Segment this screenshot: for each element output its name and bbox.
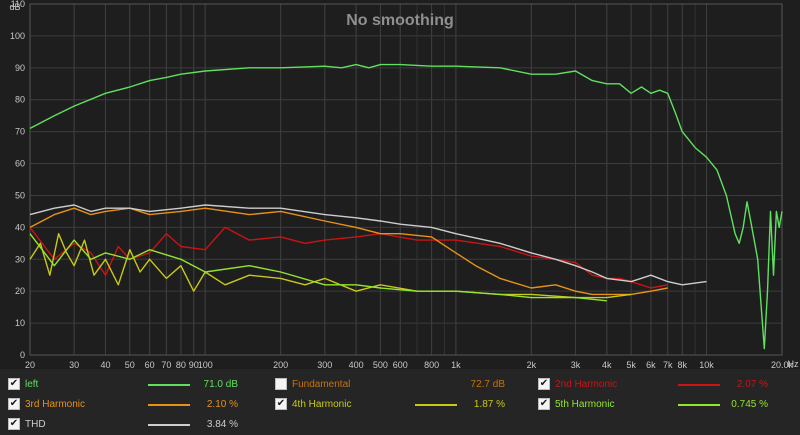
- y-tick-label: 30: [15, 254, 25, 264]
- x-tick-label: 800: [424, 360, 439, 369]
- x-tick-label: 3k: [571, 360, 581, 369]
- x-tick-label: 500: [373, 360, 388, 369]
- series-line-3rd-harmonic: [29, 207, 668, 296]
- legend-panel: ✔ left 71.0 dB Fundamental 72.7 dB ✔ 2nd Harmo…: [0, 369, 800, 435]
- y-tick-label: 70: [15, 127, 25, 137]
- legend-line-swatch: [678, 404, 720, 406]
- legend-value: 71.0 dB: [203, 379, 238, 390]
- grid: [29, 3, 783, 356]
- x-tick-label: 10k: [699, 360, 714, 369]
- legend-item-5th-harmonic: ✔ 5th Harmonic 0.745 %: [538, 395, 778, 415]
- checkbox-fundamental[interactable]: [275, 378, 287, 390]
- y-tick-label: 40: [15, 222, 25, 232]
- series-line-left: [29, 63, 783, 350]
- legend-item-fundamental: Fundamental 72.7 dB: [275, 375, 515, 395]
- legend-line-swatch: [415, 404, 457, 406]
- legend-item-thd: ✔ THD 3.84 %: [8, 415, 248, 435]
- legend-item-2nd-harmonic: ✔ 2nd Harmonic 2.07 %: [538, 375, 778, 395]
- legend-item-3rd-harmonic: ✔ 3rd Harmonic 2.10 %: [8, 395, 248, 415]
- legend-line-swatch: [678, 384, 720, 386]
- checkbox-3rd-harmonic[interactable]: ✔: [8, 398, 20, 410]
- series-line-thd: [29, 204, 707, 286]
- x-tick-label: 1k: [451, 360, 461, 369]
- x-tick-label: 70: [161, 360, 171, 369]
- checkbox-left[interactable]: ✔: [8, 378, 20, 390]
- legend-row: ✔ THD 3.84 %: [0, 415, 800, 435]
- x-tick-label: 7k: [663, 360, 673, 369]
- legend-label: 4th Harmonic: [292, 399, 352, 410]
- legend-item-4th-harmonic: ✔ 4th Harmonic 1.87 %: [275, 395, 515, 415]
- y-tick-label: 110: [11, 0, 25, 9]
- x-tick-label: 100: [198, 360, 213, 369]
- x-tick-label: 200: [273, 360, 288, 369]
- x-tick-label: 60: [145, 360, 155, 369]
- legend-value: 2.10 %: [206, 399, 238, 410]
- legend-value: 72.7 dB: [470, 379, 505, 390]
- legend-label: 3rd Harmonic: [25, 399, 86, 410]
- legend-item-left: ✔ left 71.0 dB: [8, 375, 248, 395]
- y-axis-unit: dB: [9, 2, 20, 12]
- series-line-2nd-harmonic: [29, 226, 668, 289]
- checkbox-5th-harmonic[interactable]: ✔: [538, 398, 550, 410]
- checkbox-4th-harmonic[interactable]: ✔: [275, 398, 287, 410]
- legend-label: left: [25, 379, 39, 390]
- y-tick-label: 80: [15, 95, 25, 105]
- legend-label: THD: [25, 419, 46, 430]
- series-layer: [29, 63, 783, 350]
- x-tick-label: 20.0k: [771, 360, 794, 369]
- y-tick-label: 0: [20, 350, 25, 360]
- x-tick-label: 40: [100, 360, 110, 369]
- checkbox-thd[interactable]: ✔: [8, 418, 20, 430]
- y-tick-label: 50: [15, 190, 25, 200]
- legend-line-swatch: [148, 384, 190, 386]
- legend-label: Fundamental: [292, 379, 351, 390]
- y-tick-label: 90: [15, 63, 25, 73]
- x-tick-label: 8k: [677, 360, 687, 369]
- x-tick-label: 90: [189, 360, 199, 369]
- x-tick-label: 50: [125, 360, 135, 369]
- legend-value: 3.84 %: [206, 419, 238, 430]
- legend-line-swatch: [148, 424, 190, 426]
- x-tick-label: 30: [69, 360, 79, 369]
- x-tick-label: 5k: [626, 360, 636, 369]
- legend-value: 2.07 %: [736, 379, 768, 390]
- series-line-5th-harmonic: [29, 233, 607, 302]
- legend-row: ✔ 3rd Harmonic 2.10 % ✔ 4th Harmonic 1.87 % ✔ 5…: [0, 395, 800, 415]
- x-tick-label: 20: [25, 360, 35, 369]
- x-tick-label: 2k: [527, 360, 537, 369]
- x-tick-label: 600: [393, 360, 408, 369]
- chart-title: No smoothing: [346, 12, 454, 29]
- legend-line-swatch: [148, 404, 190, 406]
- legend-value: 1.87 %: [473, 399, 505, 410]
- legend-label: 2nd Harmonic: [555, 379, 618, 390]
- y-tick-label: 10: [15, 318, 25, 328]
- x-tick-label: 400: [349, 360, 364, 369]
- x-axis-unit: Hz: [788, 359, 799, 369]
- x-tick-label: 4k: [602, 360, 612, 369]
- legend-value: 0.745 %: [731, 399, 768, 410]
- x-tick-label: 6k: [646, 360, 656, 369]
- x-tick-label: 80: [176, 360, 186, 369]
- plot-frame: [29, 3, 783, 356]
- y-tick-label: 20: [15, 286, 25, 296]
- checkbox-2nd-harmonic[interactable]: ✔: [538, 378, 550, 390]
- y-tick-label: 60: [15, 159, 25, 169]
- y-tick-label: 100: [10, 31, 25, 41]
- x-tick-label: 300: [317, 360, 332, 369]
- legend-label: 5th Harmonic: [555, 399, 615, 410]
- legend-row: ✔ left 71.0 dB Fundamental 72.7 dB ✔ 2nd Harmo…: [0, 375, 800, 395]
